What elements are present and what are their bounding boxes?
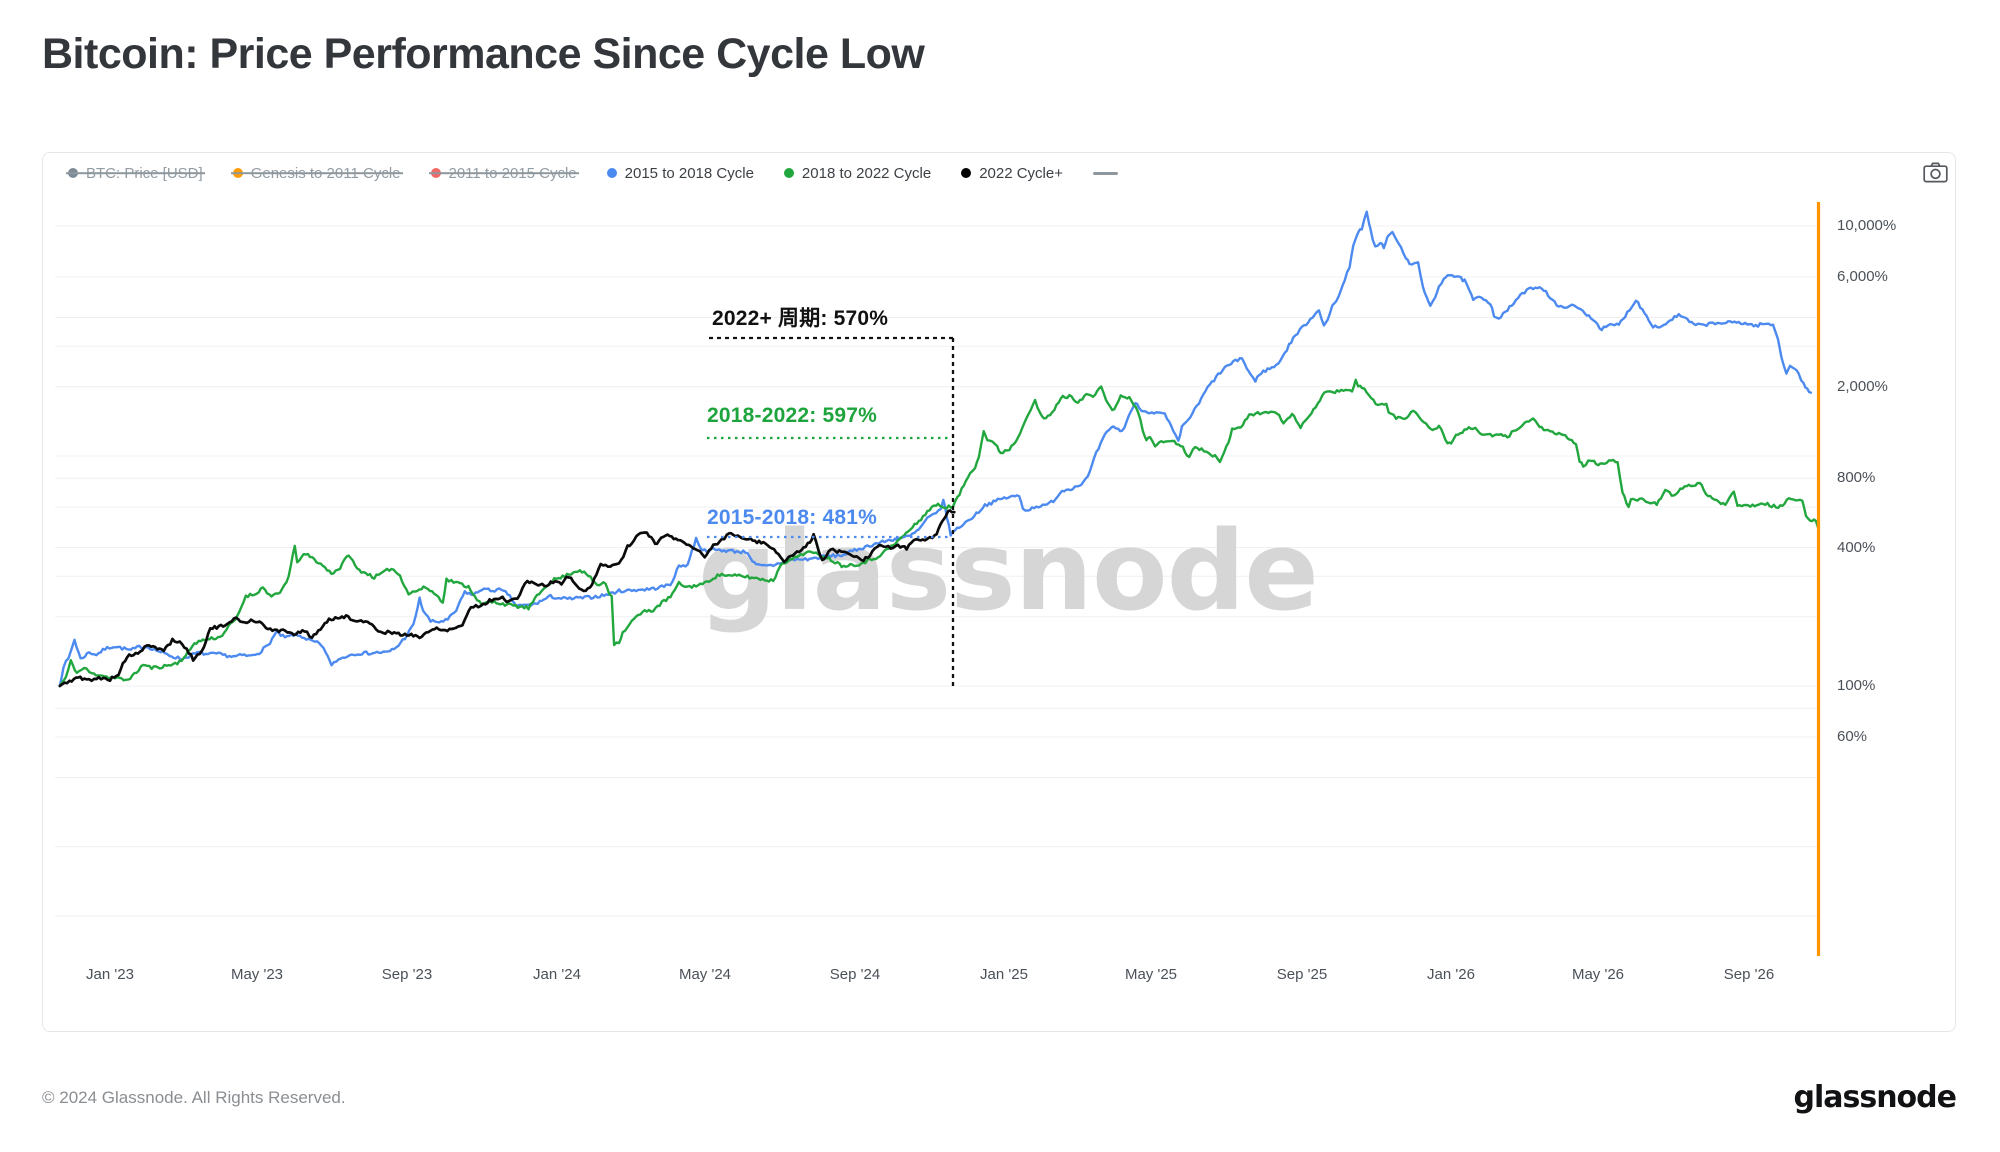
y-axis-label: 2,000% (1837, 377, 1888, 395)
x-axis-label: May '24 (678, 966, 732, 983)
legend-item-label: 2011 to 2015 Cycle (448, 164, 577, 182)
dash-marker-icon (1093, 171, 1118, 175)
chart-legend: BTC: Price [USD] Genesis to 2011 Cycle 201… (68, 161, 1118, 185)
x-axis-label: Sep '25 (1276, 966, 1328, 983)
legend-item-2015-to-2018-cycle[interactable]: 2015 to 2018 Cycle (606, 164, 754, 182)
legend-dot-icon (68, 168, 78, 178)
x-axis-label: May '26 (1571, 966, 1625, 983)
annotation-label-ann-2022-cycle: 2022+ 周期: 570% (712, 307, 889, 330)
glassnode-logo: glassnode (1793, 1080, 1957, 1115)
legend-item-2022-cycle-plus[interactable]: 2022 Cycle+ (961, 165, 1063, 182)
x-axis-label: Jan '26 (1427, 966, 1475, 983)
x-axis-label: Jan '24 (533, 966, 581, 983)
legend-item-label: 2015 to 2018 Cycle (624, 164, 754, 182)
legend-item-dash-marker[interactable] (1093, 171, 1118, 175)
screenshot-button[interactable] (1918, 158, 1952, 186)
x-axis-label: May '25 (1124, 966, 1178, 983)
y-axis-label: 800% (1837, 469, 1876, 487)
x-axis-label: May '23 (230, 966, 284, 983)
y-axis-label: 10,000% (1837, 217, 1897, 234)
x-axis-label: Sep '24 (829, 966, 881, 983)
legend-item-label: 2018 to 2022 Cycle (801, 164, 932, 182)
x-axis-label: Jan '23 (86, 966, 134, 983)
footer-copyright: © 2024 Glassnode. All Rights Reserved. (42, 1088, 346, 1107)
legend-item-btc-price-usd[interactable]: BTC: Price [USD] (68, 165, 203, 182)
legend-dot-icon (232, 168, 243, 178)
legend-dot-icon (961, 168, 972, 178)
annotation-label-ann-2015-2018: 2015-2018: 481% (707, 506, 877, 529)
y-axis-label: 400% (1837, 538, 1876, 556)
legend-item-label: 2022 Cycle+ (979, 164, 1063, 182)
chart-card (42, 152, 1956, 1032)
page-title: Bitcoin: Price Performance Since Cycle L… (42, 30, 925, 78)
y-axis-label: 100% (1837, 677, 1876, 694)
legend-dot-icon (783, 168, 794, 178)
legend-item-2018-to-2022-cycle[interactable]: 2018 to 2022 Cycle (783, 164, 932, 182)
legend-item-genesis-to-2011-cycle[interactable]: Genesis to 2011 Cycle (232, 164, 401, 182)
y-axis-label: 60% (1837, 728, 1868, 746)
x-axis-label: Sep '26 (1723, 966, 1775, 983)
x-axis-label: Sep '23 (381, 966, 433, 983)
legend-item-label: Genesis to 2011 Cycle (250, 164, 401, 182)
x-axis-label: Jan '25 (980, 966, 1028, 983)
legend-dot-icon (430, 168, 441, 178)
legend-dot-icon (606, 168, 617, 178)
camera-icon (1922, 162, 1948, 182)
legend-item-label: BTC: Price [USD] (86, 164, 203, 182)
y-axis-label: 6,000% (1837, 268, 1888, 286)
legend-item-2011-to-2015-cycle[interactable]: 2011 to 2015 Cycle (430, 164, 577, 182)
annotation-label-ann-2018-2022: 2018-2022: 597% (707, 404, 877, 427)
